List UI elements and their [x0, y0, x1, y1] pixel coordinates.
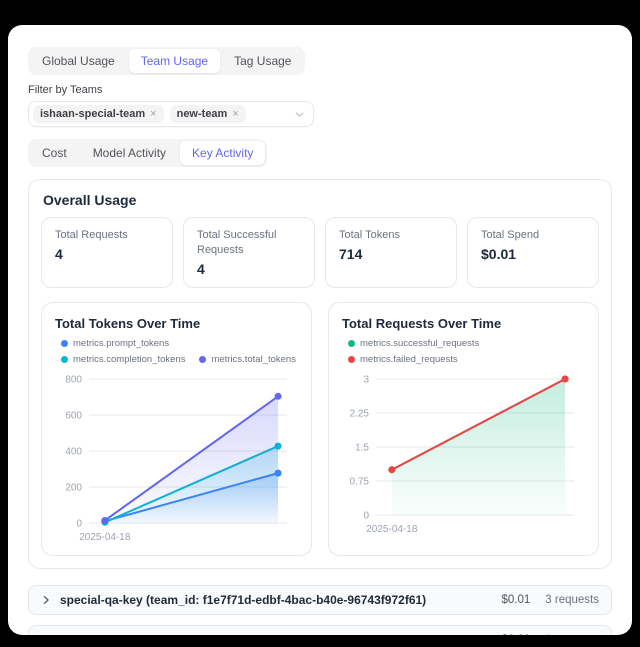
- chevron-down-icon: [294, 109, 305, 120]
- legend-item: metrics.failed_requests: [348, 354, 585, 365]
- svg-text:800: 800: [65, 374, 82, 385]
- tab-cost[interactable]: Cost: [30, 141, 79, 165]
- teams-multiselect[interactable]: ishaan-special-team × new-team ×: [28, 101, 314, 127]
- team-tag-label: ishaan-special-team: [40, 108, 146, 120]
- stat-total-spend: Total Spend $0.01: [467, 217, 599, 288]
- overall-usage-card: Overall Usage Total Requests 4 Total Suc…: [28, 179, 612, 569]
- usage-dashboard-window: Global Usage Team Usage Tag Usage Filter…: [8, 25, 632, 635]
- svg-text:600: 600: [65, 410, 82, 421]
- legend-label: metrics.total_tokens: [211, 353, 296, 365]
- stat-value: 714: [339, 245, 363, 262]
- legend-dot-icon: [61, 355, 68, 363]
- svg-text:2.25: 2.25: [350, 408, 370, 419]
- stat-total-requests: Total Requests 4: [41, 217, 173, 288]
- stat-label: Total Requests: [55, 229, 128, 241]
- key-row-special-qa-key[interactable]: special-qa-key (team_id: f1e7f71d-edbf-4…: [28, 584, 612, 615]
- key-spend: $0.00: [502, 634, 531, 635]
- key-request-count: 3 requests: [545, 593, 599, 606]
- stat-value: 4: [55, 245, 63, 262]
- chevron-right-icon: [41, 595, 51, 605]
- svg-text:0.75: 0.75: [350, 476, 370, 487]
- overall-usage-title: Overall Usage: [43, 192, 137, 208]
- stat-label: Total Spend: [481, 229, 540, 241]
- team-tag-label: new-team: [176, 108, 228, 120]
- key-metrics: $0.01 3 requests: [502, 594, 599, 606]
- tokens-area-chart: 0 200 400 600 800 2025-04-18: [65, 374, 287, 543]
- requests-over-time-chart-card: Total Requests Over Time metrics.success…: [328, 301, 599, 556]
- tab-model-activity[interactable]: Model Activity: [81, 141, 178, 165]
- tab-team-usage[interactable]: Team Usage: [128, 49, 221, 73]
- remove-tag-icon[interactable]: ×: [150, 107, 157, 120]
- requests-area-chart: 0 0.75 1.5 2.25 3 2025-04-18: [350, 374, 574, 535]
- legend-dot-icon: [61, 339, 68, 347]
- charts-row: Total Tokens Over Time metrics.prompt_to…: [41, 301, 599, 556]
- chart-legend: metrics.prompt_tokens metrics.completion…: [55, 338, 298, 365]
- stat-label: Total Tokens: [339, 229, 400, 241]
- legend-label: metrics.failed_requests: [360, 353, 458, 365]
- tokens-over-time-chart-card: Total Tokens Over Time metrics.prompt_to…: [41, 301, 312, 556]
- legend-dot-icon: [348, 339, 355, 347]
- stat-total-tokens: Total Tokens 714: [325, 217, 457, 288]
- legend-label: metrics.prompt_tokens: [73, 337, 170, 349]
- key-list: special-qa-key (team_id: f1e7f71d-edbf-4…: [28, 584, 612, 635]
- stat-value: $0.01: [481, 245, 517, 262]
- usage-scope-tabs: Global Usage Team Usage Tag Usage: [28, 47, 306, 75]
- legend-item: metrics.prompt_tokens: [61, 338, 169, 349]
- svg-text:2025-04-18: 2025-04-18: [366, 524, 418, 535]
- filter-by-teams-label: Filter by Teams: [28, 84, 103, 96]
- team-tag: new-team ×: [169, 105, 246, 123]
- legend-dot-icon: [199, 355, 207, 363]
- legend-item: metrics.completion_tokens: [61, 354, 185, 365]
- legend-item: metrics.successful_requests: [348, 338, 585, 349]
- tab-global-usage[interactable]: Global Usage: [30, 49, 127, 73]
- activity-tabs: Cost Model Activity Key Activity: [28, 139, 268, 167]
- chart-title: Total Requests Over Time: [342, 315, 502, 331]
- tab-tag-usage[interactable]: Tag Usage: [222, 49, 303, 73]
- key-row-test-gemini-flash[interactable]: test-gemini-flash (team_id: 28bd3181-02c…: [28, 624, 612, 635]
- legend-label: metrics.successful_requests: [360, 337, 480, 349]
- key-name: test-gemini-flash (team_id: 28bd3181-02c…: [60, 633, 448, 635]
- svg-text:3: 3: [363, 374, 369, 385]
- legend-item: metrics.total_tokens: [199, 353, 296, 365]
- svg-text:200: 200: [65, 482, 82, 493]
- chart-legend: metrics.successful_requests metrics.fail…: [342, 338, 585, 365]
- svg-text:1.5: 1.5: [355, 442, 369, 453]
- remove-tag-icon[interactable]: ×: [232, 107, 239, 120]
- stat-total-successful-requests: Total Successful Requests 4: [183, 217, 315, 288]
- stat-label: Total Successful Requests: [197, 229, 277, 256]
- tab-key-activity[interactable]: Key Activity: [180, 141, 266, 165]
- stat-value: 4: [197, 260, 205, 277]
- key-metrics: $0.00 1 requests: [502, 634, 599, 635]
- legend-label: metrics.completion_tokens: [73, 353, 186, 365]
- svg-text:0: 0: [363, 510, 369, 521]
- team-tag: ishaan-special-team ×: [33, 105, 164, 123]
- legend-dot-icon: [348, 355, 355, 363]
- stats-row: Total Requests 4 Total Successful Reques…: [41, 217, 599, 288]
- key-request-count: 1 requests: [545, 634, 599, 635]
- svg-text:400: 400: [65, 446, 82, 457]
- svg-text:0: 0: [76, 518, 82, 529]
- key-name: special-qa-key (team_id: f1e7f71d-edbf-4…: [60, 592, 427, 607]
- chart-title: Total Tokens Over Time: [55, 315, 201, 331]
- svg-text:2025-04-18: 2025-04-18: [79, 532, 131, 543]
- key-spend: $0.01: [501, 593, 531, 606]
